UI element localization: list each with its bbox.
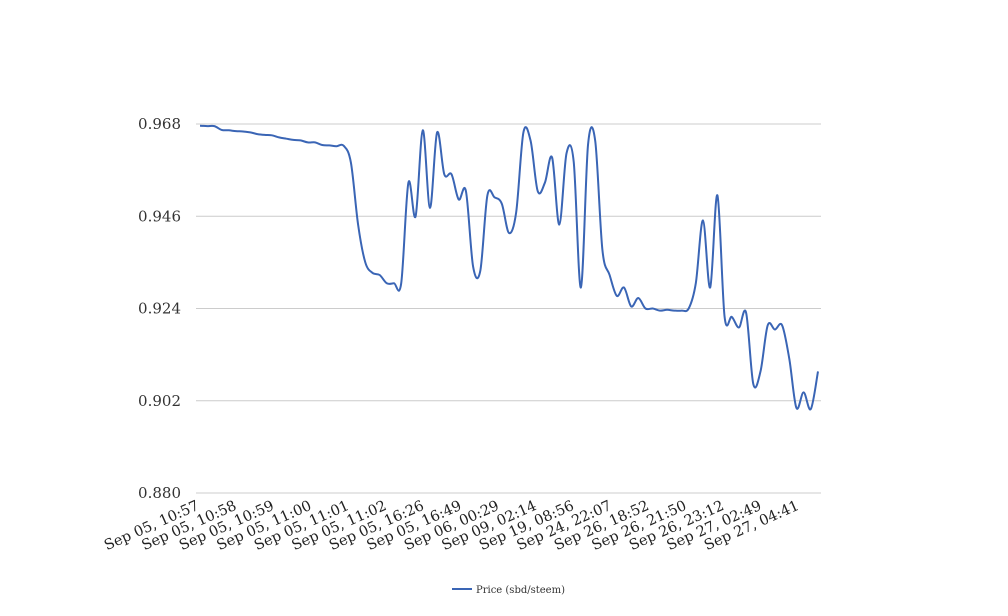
y-tick-label: 0.902 bbox=[138, 392, 181, 410]
y-axis-tick-labels: 0.968 0.946 0.924 0.902 0.880 bbox=[138, 115, 181, 502]
series-layer bbox=[199, 124, 819, 411]
series-line-price bbox=[199, 124, 819, 411]
y-tick-label: 0.946 bbox=[138, 207, 181, 225]
y-tick-label: 0.924 bbox=[138, 300, 181, 318]
legend: Price (sbd/steem) bbox=[452, 585, 565, 596]
y-tick-label: 0.880 bbox=[138, 484, 181, 502]
y-tick-label: 0.968 bbox=[138, 115, 181, 133]
legend-label: Price (sbd/steem) bbox=[476, 585, 565, 596]
grid-lines bbox=[196, 123, 821, 494]
